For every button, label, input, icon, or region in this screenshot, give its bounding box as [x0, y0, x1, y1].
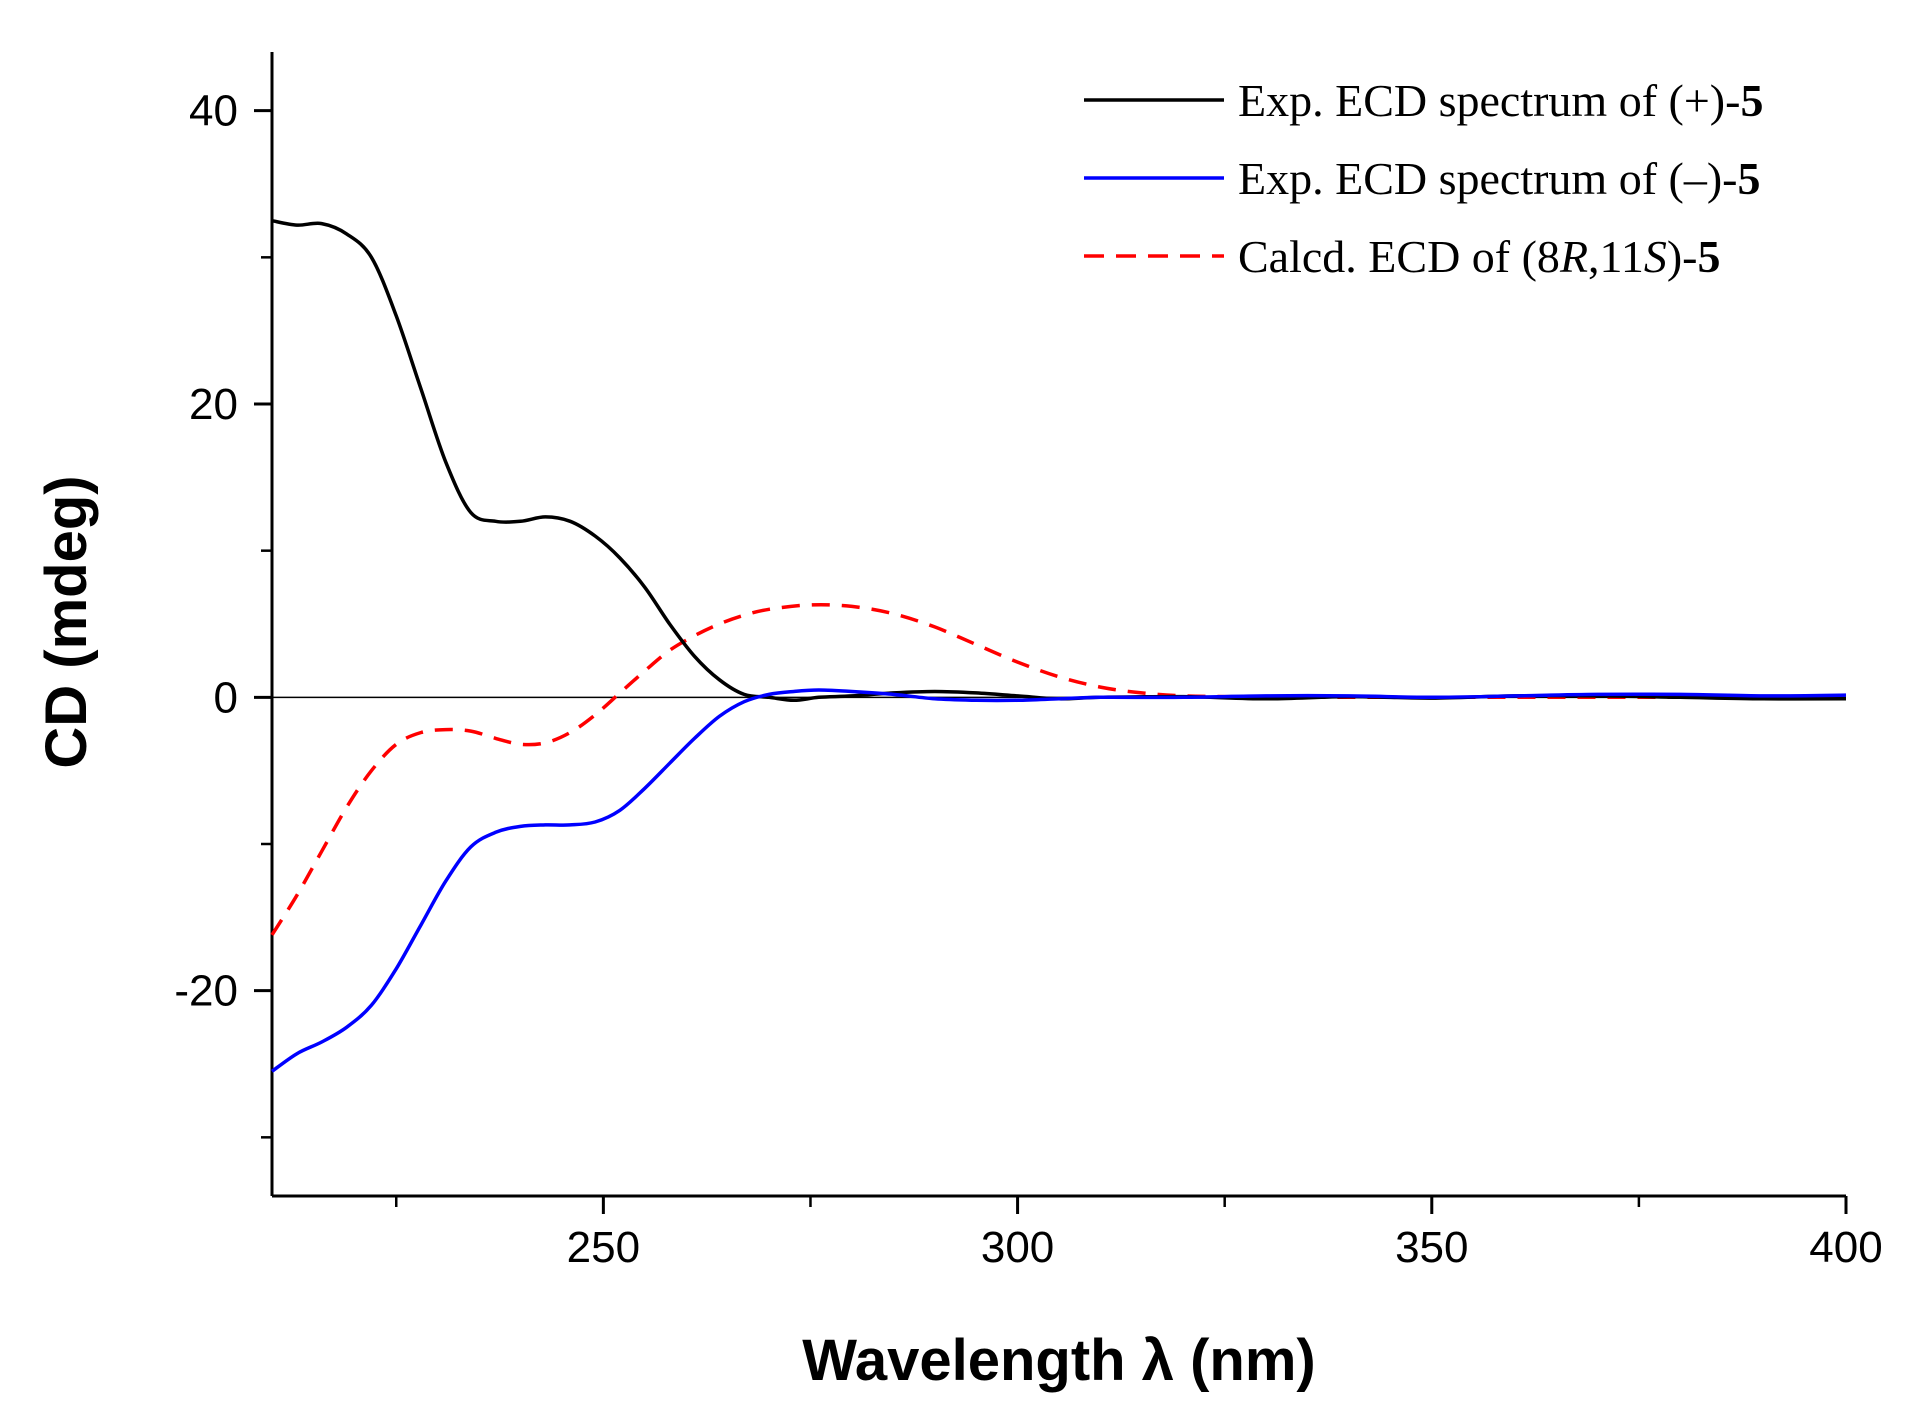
series-layer — [270, 218, 1847, 1073]
legend-label-2: Exp. ECD spectrum of (–)-5 — [1238, 153, 1761, 204]
x-tick-label-300: 300 — [981, 1223, 1054, 1272]
legend-part-bold: 5 — [1738, 153, 1761, 204]
legend-part-prefix: Exp. ECD spectrum of (+)- — [1238, 75, 1740, 126]
legend-part-bold: 5 — [1697, 231, 1720, 282]
legend-part-bold: 5 — [1740, 75, 1763, 126]
y-tick-label-40: 40 — [189, 87, 238, 136]
series-calcd-line — [270, 602, 1846, 936]
legend-part-it1: R — [1559, 231, 1588, 282]
x-axis-title: Wavelength λ (nm) — [802, 1328, 1315, 1393]
legend-part-it2: S — [1644, 231, 1667, 282]
y-tick-label-0: 0 — [214, 673, 238, 722]
x-tick-label-400: 400 — [1809, 1223, 1882, 1272]
y-tick-label-20: 20 — [189, 380, 238, 429]
legend-label-1: Exp. ECD spectrum of (+)-5 — [1238, 75, 1763, 126]
x-tick-label-350: 350 — [1395, 1223, 1468, 1272]
legend-part-mid: ,11 — [1588, 231, 1644, 282]
y-axis-title: CD (mdeg) — [34, 475, 99, 768]
ticks: 250 300 350 400 40 20 0 -20 — [174, 87, 1882, 1272]
legend-part-prefix: Calcd. ECD of (8 — [1238, 231, 1560, 282]
legend-label-3: Calcd. ECD of (8R,11S)-5 — [1238, 231, 1720, 282]
axes — [270, 52, 1846, 1198]
legend-part-suffix: )- — [1667, 231, 1698, 282]
x-tick-label-250: 250 — [567, 1223, 640, 1272]
y-tick-label--20: -20 — [174, 967, 238, 1016]
series-minus-5-line — [270, 688, 1847, 1073]
series-plus-5-line — [271, 218, 1847, 703]
legend-part-prefix: Exp. ECD spectrum of (–)- — [1238, 153, 1738, 204]
